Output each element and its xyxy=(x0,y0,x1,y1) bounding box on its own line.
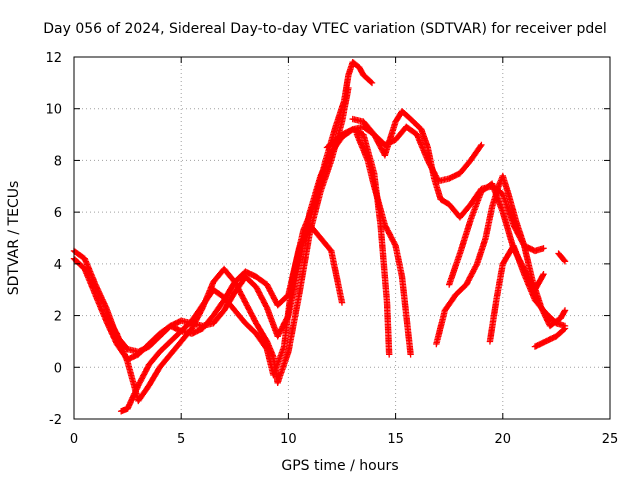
y-tick-label: 0 xyxy=(54,361,62,376)
data-marks xyxy=(117,59,376,415)
x-tick-label: 5 xyxy=(177,432,185,447)
x-tick-label: 0 xyxy=(70,432,78,447)
x-axis-label: GPS time / hours xyxy=(281,458,398,474)
data-marks xyxy=(446,180,547,293)
data-marks xyxy=(349,108,547,255)
series-track-1 xyxy=(70,126,393,358)
series-track-5 xyxy=(323,123,485,185)
y-tick-label: -2 xyxy=(49,413,62,428)
x-tick-label: 15 xyxy=(387,432,404,447)
x-tick-label: 10 xyxy=(280,432,297,447)
series-track-3 xyxy=(102,84,352,405)
x-tick-label: 25 xyxy=(602,432,619,447)
series-track-12 xyxy=(555,250,569,265)
data-marks xyxy=(353,131,414,358)
data-marks xyxy=(531,325,569,350)
y-axis-label: SDTVAR / TECUs xyxy=(6,181,22,296)
y-tick-label: 12 xyxy=(45,51,62,66)
series-track-6 xyxy=(349,108,547,255)
x-tick-label: 20 xyxy=(495,432,512,447)
chart-title: Day 056 of 2024, Sidereal Day-to-day VTE… xyxy=(43,21,607,37)
data-marks xyxy=(102,84,352,405)
y-tick-label: 4 xyxy=(54,258,62,273)
data-marks xyxy=(555,250,569,265)
series-track-10 xyxy=(446,180,547,293)
data-marks xyxy=(70,126,393,358)
data-layer xyxy=(70,59,569,415)
series-track-7 xyxy=(353,131,414,358)
series-track-4 xyxy=(117,59,376,415)
data-marks xyxy=(323,123,485,185)
y-tick-label: 2 xyxy=(54,310,62,325)
y-tick-label: 10 xyxy=(45,103,62,118)
tick-layer: 0 5 10 15 20 25 -2 0 2 4 6 8 10 12 xyxy=(45,51,618,447)
y-tick-label: 6 xyxy=(54,206,62,221)
plot-frame xyxy=(73,56,611,420)
y-tick-label: 8 xyxy=(54,154,62,169)
series-track-11 xyxy=(531,325,569,350)
